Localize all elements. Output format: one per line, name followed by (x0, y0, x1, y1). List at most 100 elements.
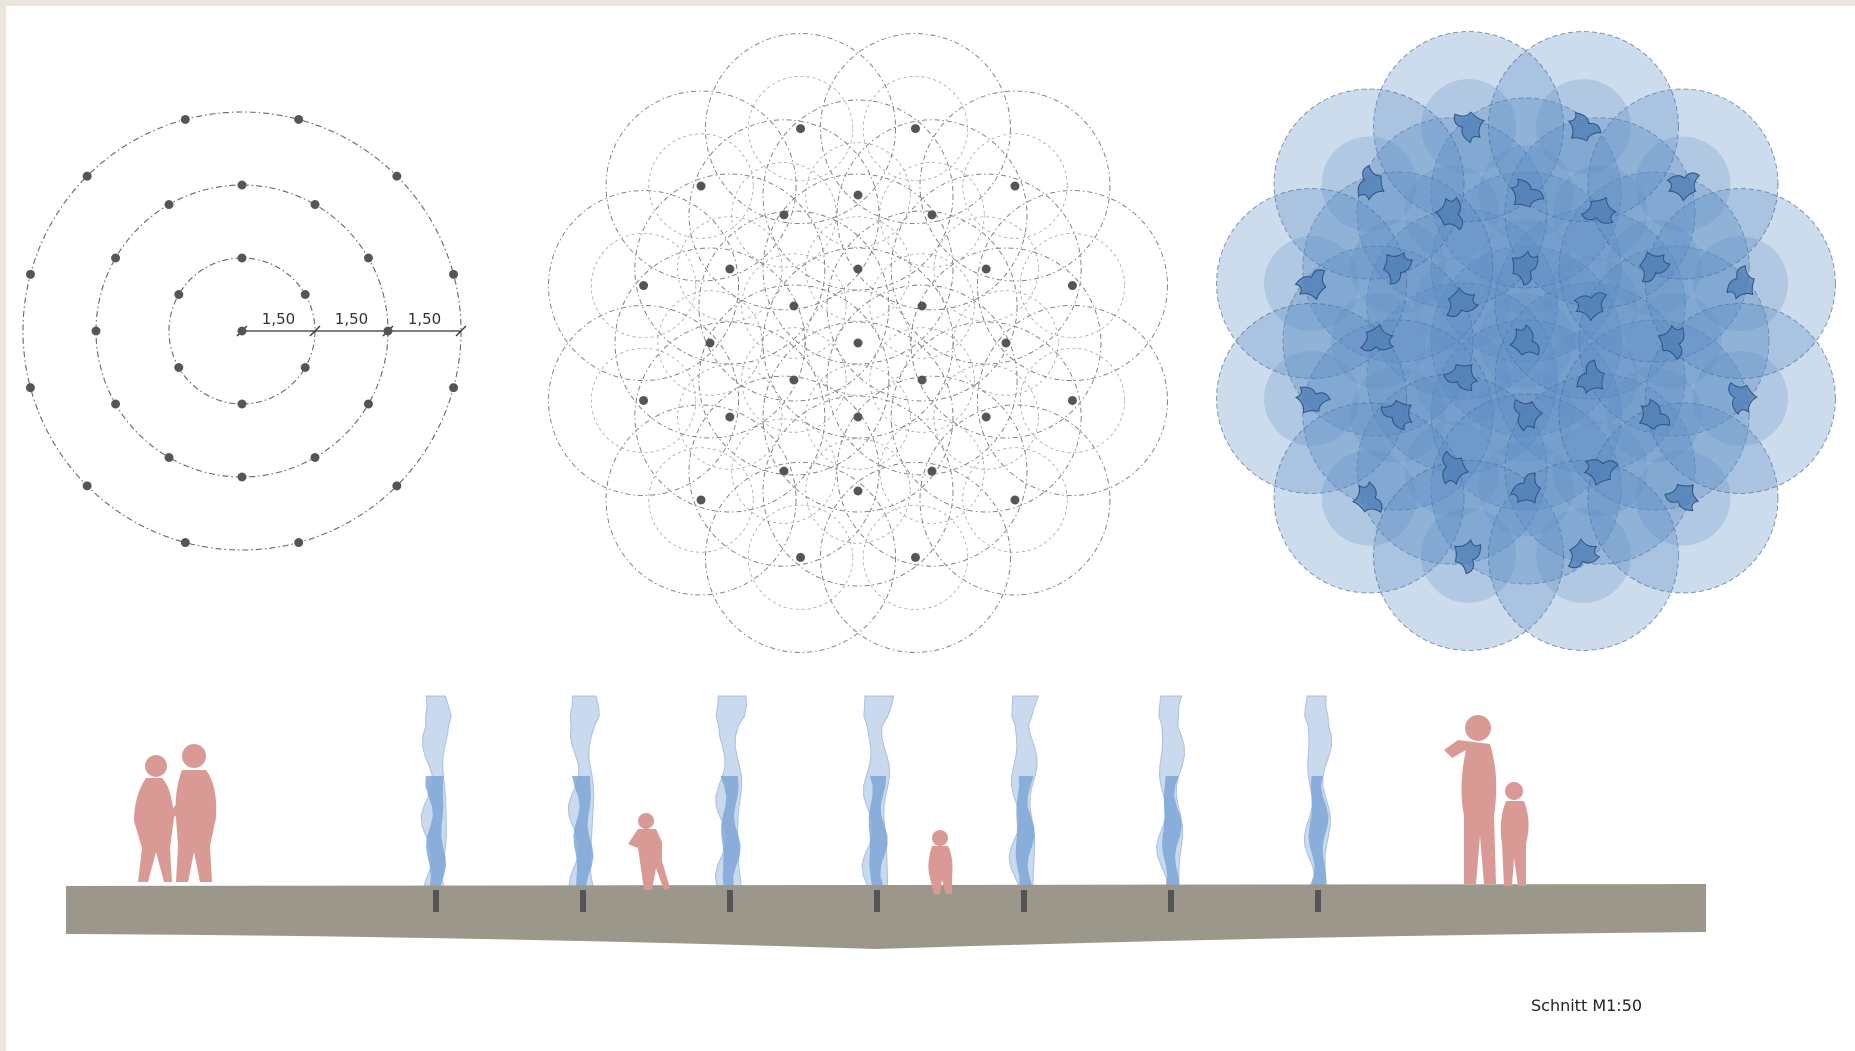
nozzle-point (725, 264, 735, 274)
nozzle-point (1067, 395, 1077, 405)
spray-splash-mark (1513, 398, 1544, 432)
nozzle-point (82, 171, 92, 181)
spray-circle-outline (634, 173, 826, 365)
fountain-jet-core (425, 776, 447, 886)
spray-splash-mark (1446, 286, 1479, 317)
fountain-jet-core (720, 776, 741, 886)
fountain-diagram: 1,50 1,50 1,50 (22, 31, 1836, 1015)
spray-splash-mark (1434, 196, 1464, 231)
nozzle-point (180, 114, 190, 124)
nozzle-point (917, 301, 927, 311)
spray-circle-inner (805, 142, 911, 248)
person-adult-left-1 (134, 755, 174, 882)
nozzle-point (25, 383, 35, 393)
nozzle-point (392, 481, 402, 491)
spray-circle-inner (590, 232, 697, 339)
spray-coverage-filled-plan (1216, 31, 1836, 651)
spray-circle-inner (1019, 347, 1126, 454)
spray-splash-mark (1359, 323, 1394, 352)
spray-circle-inner (862, 75, 969, 182)
nozzle-point (164, 200, 174, 210)
spray-circle-outline (890, 173, 1082, 365)
nozzle-point (363, 399, 373, 409)
spacing-label-middle: 1,50 (335, 310, 368, 328)
nozzle-point (91, 326, 101, 336)
nozzle-point (363, 253, 373, 263)
nozzle-point (449, 269, 459, 279)
spray-circle-inner (1019, 232, 1126, 339)
nozzle-point (310, 452, 320, 462)
nozzle-point (796, 124, 806, 134)
spray-circle-inner (879, 162, 985, 268)
nozzle-point (853, 264, 863, 274)
person-child-2 (928, 830, 953, 894)
spray-splash-mark (1580, 196, 1617, 224)
nozzle-pipe (580, 890, 586, 912)
fountain-jet-core (1162, 776, 1182, 886)
nozzle-point (111, 399, 121, 409)
spray-circle-outline (698, 210, 890, 402)
spray-circle-outline (762, 99, 954, 291)
nozzle-pipe (1315, 890, 1321, 912)
spacing-label-inner: 1,50 (262, 310, 295, 328)
nozzle-point (300, 363, 310, 372)
spray-circle-inner (962, 447, 1068, 553)
spray-splash-mark (1454, 538, 1481, 575)
person-adult-left-2 (166, 744, 217, 882)
nozzle-points (25, 114, 459, 548)
spray-circle-outline (605, 90, 797, 282)
nozzle-point (294, 114, 304, 124)
nozzle-point (111, 253, 121, 263)
spray-circle-outline (762, 395, 954, 587)
spray-circle-outline (890, 321, 1082, 513)
spray-circle-inner (731, 162, 837, 268)
nozzle-pipe (1021, 890, 1027, 912)
spray-circle-outline (634, 321, 826, 513)
spray-circle-inner (747, 75, 854, 182)
section-caption: Schnitt M1:50 (1531, 996, 1642, 1015)
drawing-sheet: 1,50 1,50 1,50 (6, 6, 1855, 1051)
spray-circle-outline (762, 173, 954, 365)
ground-slab (66, 884, 1706, 949)
spray-circle-outline (836, 375, 1028, 567)
nozzle-point (789, 375, 799, 385)
spray-circle-outline (762, 247, 954, 439)
person-adult-right (1444, 715, 1497, 884)
spray-circle-inner (879, 418, 985, 524)
nozzle-point (1010, 181, 1020, 191)
nozzle-point (25, 269, 35, 279)
person-child-3 (1500, 782, 1529, 886)
nozzle-point (294, 538, 304, 548)
fountain-jet-core (868, 776, 888, 886)
spray-splash-mark (1510, 178, 1545, 208)
nozzle-point (853, 486, 863, 496)
spray-splash-mark (1453, 111, 1485, 144)
nozzle-point (981, 412, 991, 422)
spray-circle-outline (826, 210, 1018, 402)
spray-splash-mark (1728, 381, 1758, 416)
spray-circle-inner (805, 364, 911, 470)
spray-circle-inner (953, 290, 1059, 396)
spray-coverage-outline-plan (548, 33, 1168, 653)
spray-splash-mark (1567, 112, 1602, 142)
nozzle-point (392, 171, 402, 181)
spray-circle-inner (962, 133, 1068, 239)
nozzle-point (639, 395, 649, 405)
nozzle-point (237, 180, 247, 190)
spray-splash-mark (1664, 483, 1700, 512)
spray-splash-mark (1573, 292, 1608, 322)
nozzle-spacing-plan: 1,50 1,50 1,50 (22, 111, 467, 551)
spray-circle-inner (805, 216, 911, 322)
people-silhouettes (134, 715, 1529, 894)
nozzle-point (1001, 338, 1011, 348)
person-child-1 (628, 813, 670, 890)
nozzle-point (789, 301, 799, 311)
nozzle-point (180, 538, 190, 548)
spray-circle-inner (648, 133, 754, 239)
spray-circle-inner (731, 418, 837, 524)
nozzle-point (639, 281, 649, 291)
spray-circle-inner (805, 290, 911, 396)
spacing-label-outer: 1,50 (408, 310, 441, 328)
spray-circle-inner (869, 253, 975, 359)
spray-circle-outline (614, 247, 806, 439)
